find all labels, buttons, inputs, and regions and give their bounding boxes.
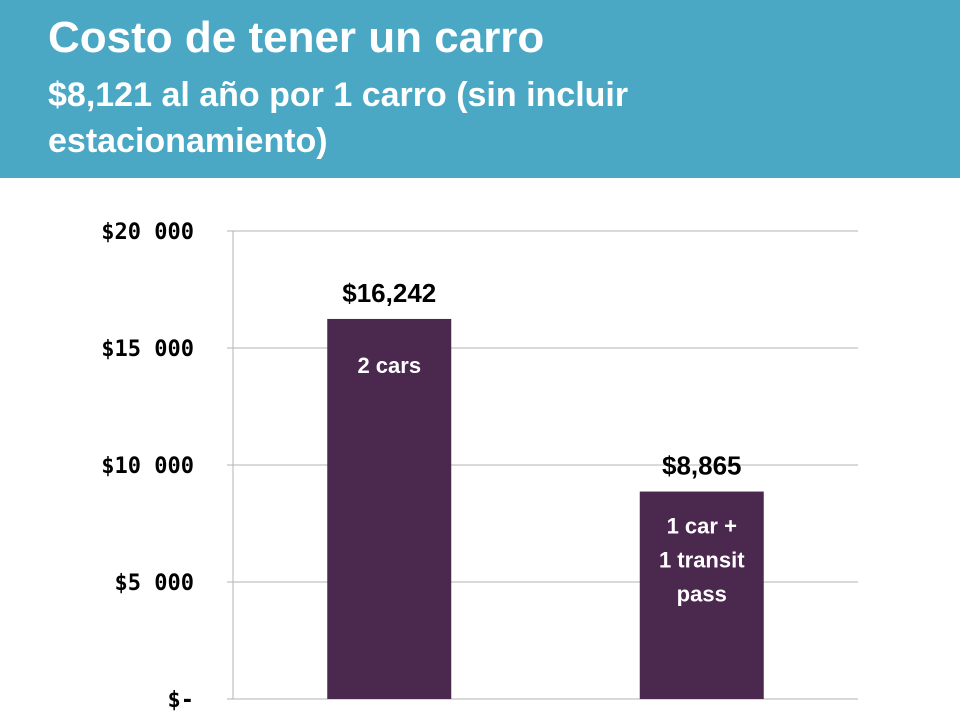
bar-label: 1 transit (659, 548, 745, 573)
bar-label: pass (677, 582, 727, 607)
y-tick-label: $5 000 (115, 571, 194, 596)
bar-label: 2 cars (357, 353, 421, 378)
bar-2 (639, 491, 764, 699)
slide-title: Costo de tener un carro (48, 13, 545, 62)
data-label: $16,242 (342, 278, 436, 308)
y-tick-label: $15 000 (101, 337, 194, 362)
title-banner: Costo de tener un carro $8,121 al año po… (0, 0, 960, 178)
bar-1 (327, 318, 452, 699)
data-label: $8,865 (662, 451, 742, 481)
y-tick-label: $10 000 (101, 454, 194, 479)
slide-subtitle: $8,121 al año por 1 carro (sin incluir e… (48, 76, 629, 160)
bar-label: 1 car + (667, 514, 737, 539)
y-tick-label: $- (168, 688, 195, 713)
y-tick-label: $20 000 (101, 220, 194, 245)
